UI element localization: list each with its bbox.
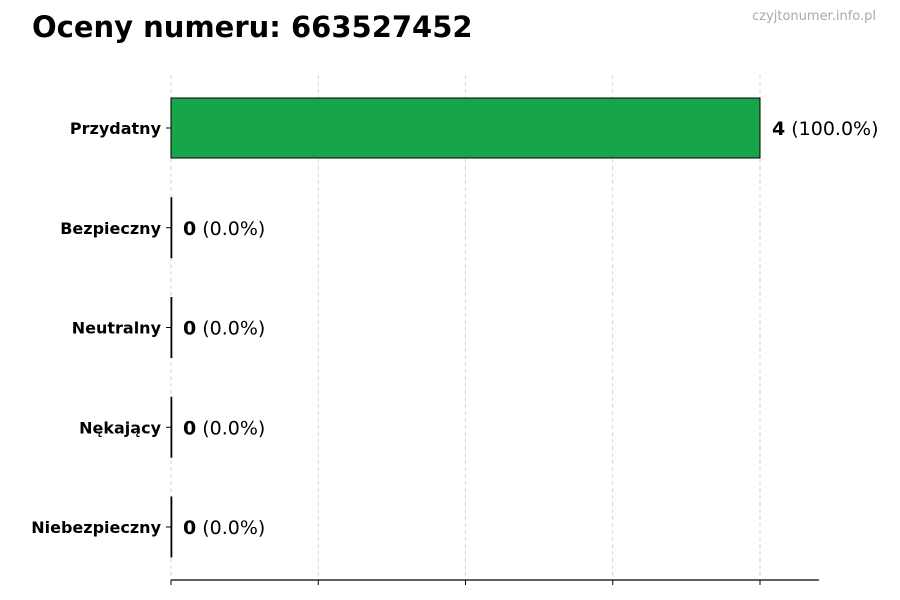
chart-title: Oceny numeru: 663527452 — [32, 10, 473, 44]
percent-label-0: (100.0%) — [791, 118, 878, 140]
data-label-1: 0 (0.0%) — [183, 218, 265, 240]
category-label-0: Przydatny — [70, 119, 162, 138]
data-label-0: 4 (100.0%) — [772, 118, 879, 140]
bar-1 — [170, 197, 173, 259]
percent-label-3: (0.0%) — [202, 417, 265, 439]
percent-label-2: (0.0%) — [202, 318, 265, 340]
value-label-0: 4 — [772, 118, 785, 140]
category-label-3: Nękający — [79, 418, 161, 437]
value-label-1: 0 — [183, 218, 196, 240]
bar-4 — [170, 496, 173, 558]
data-label-2: 0 (0.0%) — [183, 318, 265, 340]
percent-label-1: (0.0%) — [202, 218, 265, 240]
bar-0 — [170, 97, 761, 159]
value-label-3: 0 — [183, 417, 196, 439]
value-label-2: 0 — [183, 318, 196, 340]
bar-3 — [170, 396, 173, 458]
data-label-4: 0 (0.0%) — [183, 517, 265, 539]
category-label-4: Niebezpieczny — [31, 518, 161, 537]
percent-label-4: (0.0%) — [202, 517, 265, 539]
category-label-1: Bezpieczny — [60, 219, 161, 238]
data-label-3: 0 (0.0%) — [183, 417, 265, 439]
value-label-4: 0 — [183, 517, 196, 539]
bar-2 — [170, 297, 173, 358]
watermark: czyjtonumer.info.pl — [752, 9, 876, 24]
category-label-2: Neutralny — [72, 319, 162, 338]
